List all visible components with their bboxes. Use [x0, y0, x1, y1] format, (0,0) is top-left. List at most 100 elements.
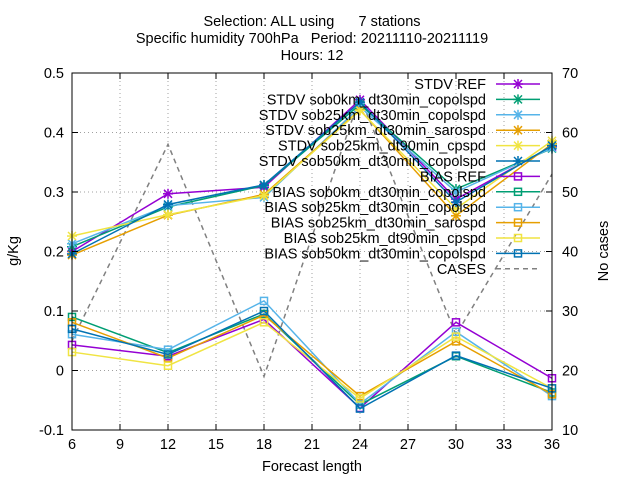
y2-tick-label: 10 [562, 423, 578, 439]
data-point [355, 105, 365, 116]
x-tick-label: 24 [352, 437, 368, 453]
x-tick-label: 12 [160, 437, 176, 453]
legend-label: BIAS sob0km_dt30min_copolspd [272, 185, 486, 201]
data-point [259, 190, 269, 201]
data-point [355, 404, 365, 413]
legend-entry: BIAS sob25km_dt90min_cpspd [284, 231, 540, 247]
legend-entry: STDV sob50km_dt30min_copolspd [259, 154, 540, 170]
data-point [355, 97, 365, 108]
data-point [451, 327, 461, 337]
y2-axis-label: No cases [596, 221, 612, 281]
y2-tick-label: 40 [562, 245, 578, 261]
series-line [71, 314, 553, 397]
data-point [259, 296, 269, 306]
series-bias-sob25km-dt30min-sarospd [67, 310, 557, 401]
y2-tick-label: 60 [562, 126, 578, 142]
legend-label: STDV sob0km_dt30min_copolspd [267, 92, 486, 108]
data-point [259, 179, 269, 190]
x-tick-label: 27 [400, 437, 416, 453]
data-point [163, 199, 173, 210]
series-line [71, 318, 553, 409]
data-point [163, 350, 173, 359]
x-tick-label: 21 [304, 437, 320, 453]
data-point [451, 197, 461, 208]
legend-label: STDV REF [414, 77, 486, 93]
x-tick-label: 9 [116, 437, 124, 453]
y2-tick-label: 70 [562, 66, 578, 82]
legend-label: CASES [437, 262, 486, 278]
title-line-2: Specific humidity 700hPa Period: 2021111… [136, 31, 488, 47]
series-layer [67, 94, 557, 413]
legend-label: BIAS sob25km_dt90min_cpspd [284, 231, 486, 247]
data-point [355, 394, 365, 403]
legend-entry: BIAS sob25km_dt30min_sarospd [271, 216, 540, 232]
series-cases [71, 94, 553, 379]
data-point [259, 306, 269, 316]
x-tick-label: 6 [68, 437, 76, 453]
data-point [513, 109, 523, 120]
legend-label: BIAS sob50km_dt30min_copolspd [264, 246, 486, 262]
legend-entry: STDV sob25km_dt30min_sarospd [265, 123, 540, 139]
y-tick-label: -0.1 [39, 423, 64, 439]
series-line [71, 299, 553, 405]
y-tick-label: 0.4 [44, 126, 64, 142]
data-point [451, 210, 461, 221]
series-line [71, 310, 553, 410]
legend-entry: BIAS sob50km_dt30min_copolspd [264, 246, 540, 262]
data-point [163, 361, 173, 370]
data-point [513, 94, 523, 105]
y2-tick-label: 50 [562, 185, 578, 201]
data-point [513, 156, 523, 166]
data-point [513, 140, 523, 151]
data-point [451, 351, 461, 360]
y-tick-label: 0.5 [44, 66, 64, 82]
x-tick-label: 30 [448, 437, 464, 453]
data-point [451, 318, 461, 327]
y-tick-label: 0 [56, 364, 64, 380]
legend-entry: STDV REF [414, 77, 540, 93]
y-axis-label: g/Kg [6, 236, 22, 266]
data-point [513, 187, 523, 197]
data-point [163, 209, 173, 220]
series-stdv-sob50km-dt30min-copolspd [67, 97, 557, 259]
data-point [513, 202, 523, 212]
series-bias-sob50km-dt30min-copolspd [67, 306, 557, 413]
data-point [451, 332, 461, 341]
legend-entry: BIAS REF [420, 169, 540, 185]
data-point [163, 188, 173, 199]
legend-label: STDV sob25km_dt90min_cpspd [278, 139, 486, 155]
legend-entry: BIAS sob25km_dt30min_copolspd [264, 200, 540, 216]
data-point [163, 345, 173, 354]
x-tick-label: 15 [208, 437, 224, 453]
series-line [71, 94, 553, 379]
data-point [513, 249, 523, 258]
y-tick-label: 0.3 [44, 185, 64, 201]
legend-label: BIAS sob25km_dt30min_copolspd [264, 200, 486, 216]
chart-title: Selection: ALL using 7 stations Specific… [136, 14, 488, 64]
y2-tick-label: 30 [562, 304, 578, 320]
data-point [259, 318, 269, 327]
y-tick-label: 0.2 [44, 245, 64, 261]
data-point [513, 79, 523, 89]
title-line-3: Hours: 12 [281, 48, 344, 64]
data-point [451, 337, 461, 346]
data-point [513, 233, 523, 243]
x-tick-label: 33 [496, 437, 512, 453]
data-point [513, 218, 523, 227]
y2-tick-label: 20 [562, 364, 578, 380]
data-point [513, 125, 523, 136]
legend-label: BIAS sob25km_dt30min_sarospd [271, 216, 486, 232]
x-tick-label: 36 [544, 437, 560, 453]
legend-label: STDV sob25km_dt30min_sarospd [265, 123, 486, 139]
data-point [451, 187, 461, 197]
legend-label: STDV sob25km_dt30min_copolspd [259, 108, 486, 124]
y-tick-label: 0.1 [44, 304, 64, 320]
legend-label: BIAS REF [420, 169, 486, 185]
legend-entry: STDV sob0km_dt30min_copolspd [267, 92, 540, 108]
x-axis-label: Forecast length [262, 459, 362, 475]
x-tick-label: 18 [256, 437, 272, 453]
series-line [71, 101, 553, 255]
legend-entry: BIAS sob0km_dt30min_copolspd [272, 185, 540, 201]
legend-entry: CASES [437, 262, 540, 278]
